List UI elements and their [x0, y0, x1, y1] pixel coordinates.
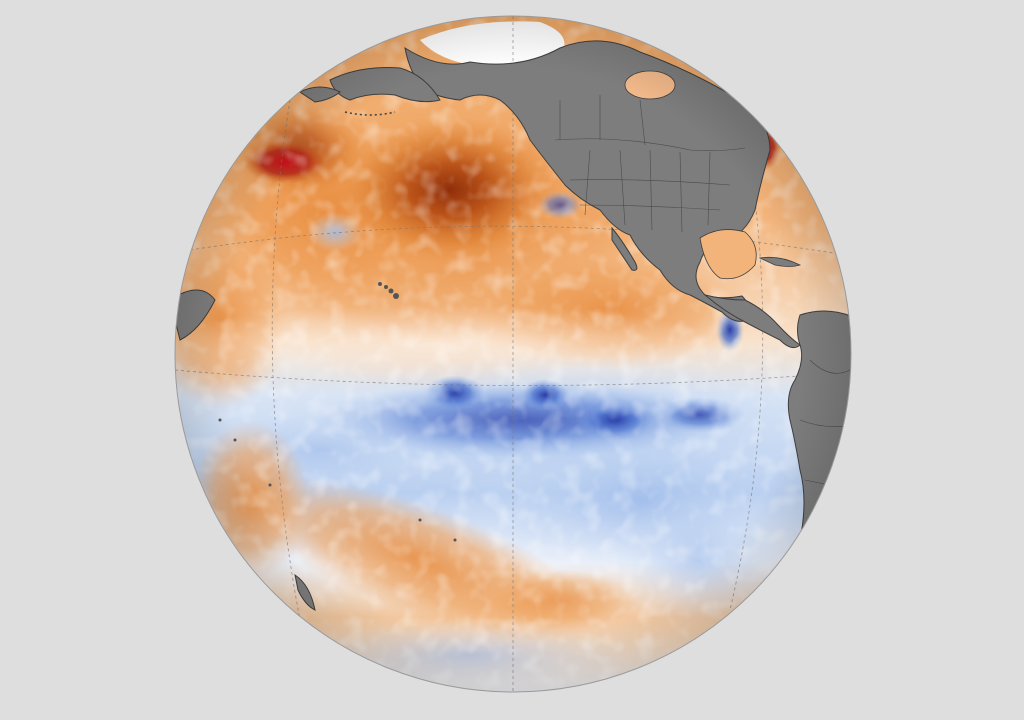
globe-outline	[174, 15, 852, 693]
globe-ocean	[175, 16, 851, 692]
